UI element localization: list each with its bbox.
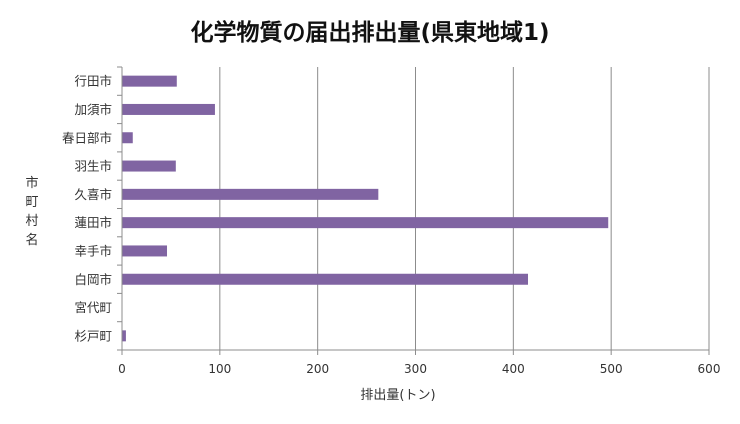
category-label: 幸手市	[74, 243, 112, 258]
x-axis-title: 排出量(トン)	[360, 388, 435, 403]
category-label: 春日部市	[62, 130, 112, 145]
category-label: 杉戸町	[74, 328, 112, 343]
y-axis-title-char: 町	[25, 195, 38, 210]
category-label: 羽生市	[74, 159, 112, 174]
x-tick-label: 500	[600, 362, 623, 376]
y-axis-title-char: 市	[25, 175, 38, 191]
x-tick-label: 600	[698, 362, 721, 376]
category-label: 行田市	[74, 74, 112, 89]
x-tick-label: 300	[404, 362, 427, 376]
bar-5	[122, 188, 379, 200]
chart-title: 化学物質の届出排出量(県東地域1)	[190, 19, 549, 46]
bar-6	[122, 217, 609, 229]
x-tick-labels: 0 100 200 300 400 500 600	[118, 362, 720, 376]
bar-7	[122, 245, 168, 257]
bar-1	[122, 75, 177, 87]
bar-2	[122, 103, 215, 115]
x-tick-label: 100	[208, 362, 231, 376]
x-tick-label: 400	[502, 362, 525, 376]
x-tick-label: 0	[118, 362, 126, 376]
x-tick-label: 200	[306, 362, 329, 376]
axes	[117, 66, 710, 355]
bar-10	[122, 330, 126, 342]
category-label: 宮代町	[74, 300, 112, 315]
bar-8	[122, 273, 529, 285]
y-axis-title-char: 村	[25, 214, 38, 229]
bar-4	[122, 160, 176, 172]
gridlines	[219, 67, 710, 350]
category-label: 蓮田市	[74, 215, 112, 230]
category-label: 白岡市	[74, 272, 112, 287]
category-label: 加須市	[74, 102, 112, 117]
y-axis-title-char: 名	[25, 232, 38, 248]
bars	[122, 75, 609, 342]
bar-3	[122, 132, 133, 144]
category-label: 久喜市	[74, 187, 112, 202]
